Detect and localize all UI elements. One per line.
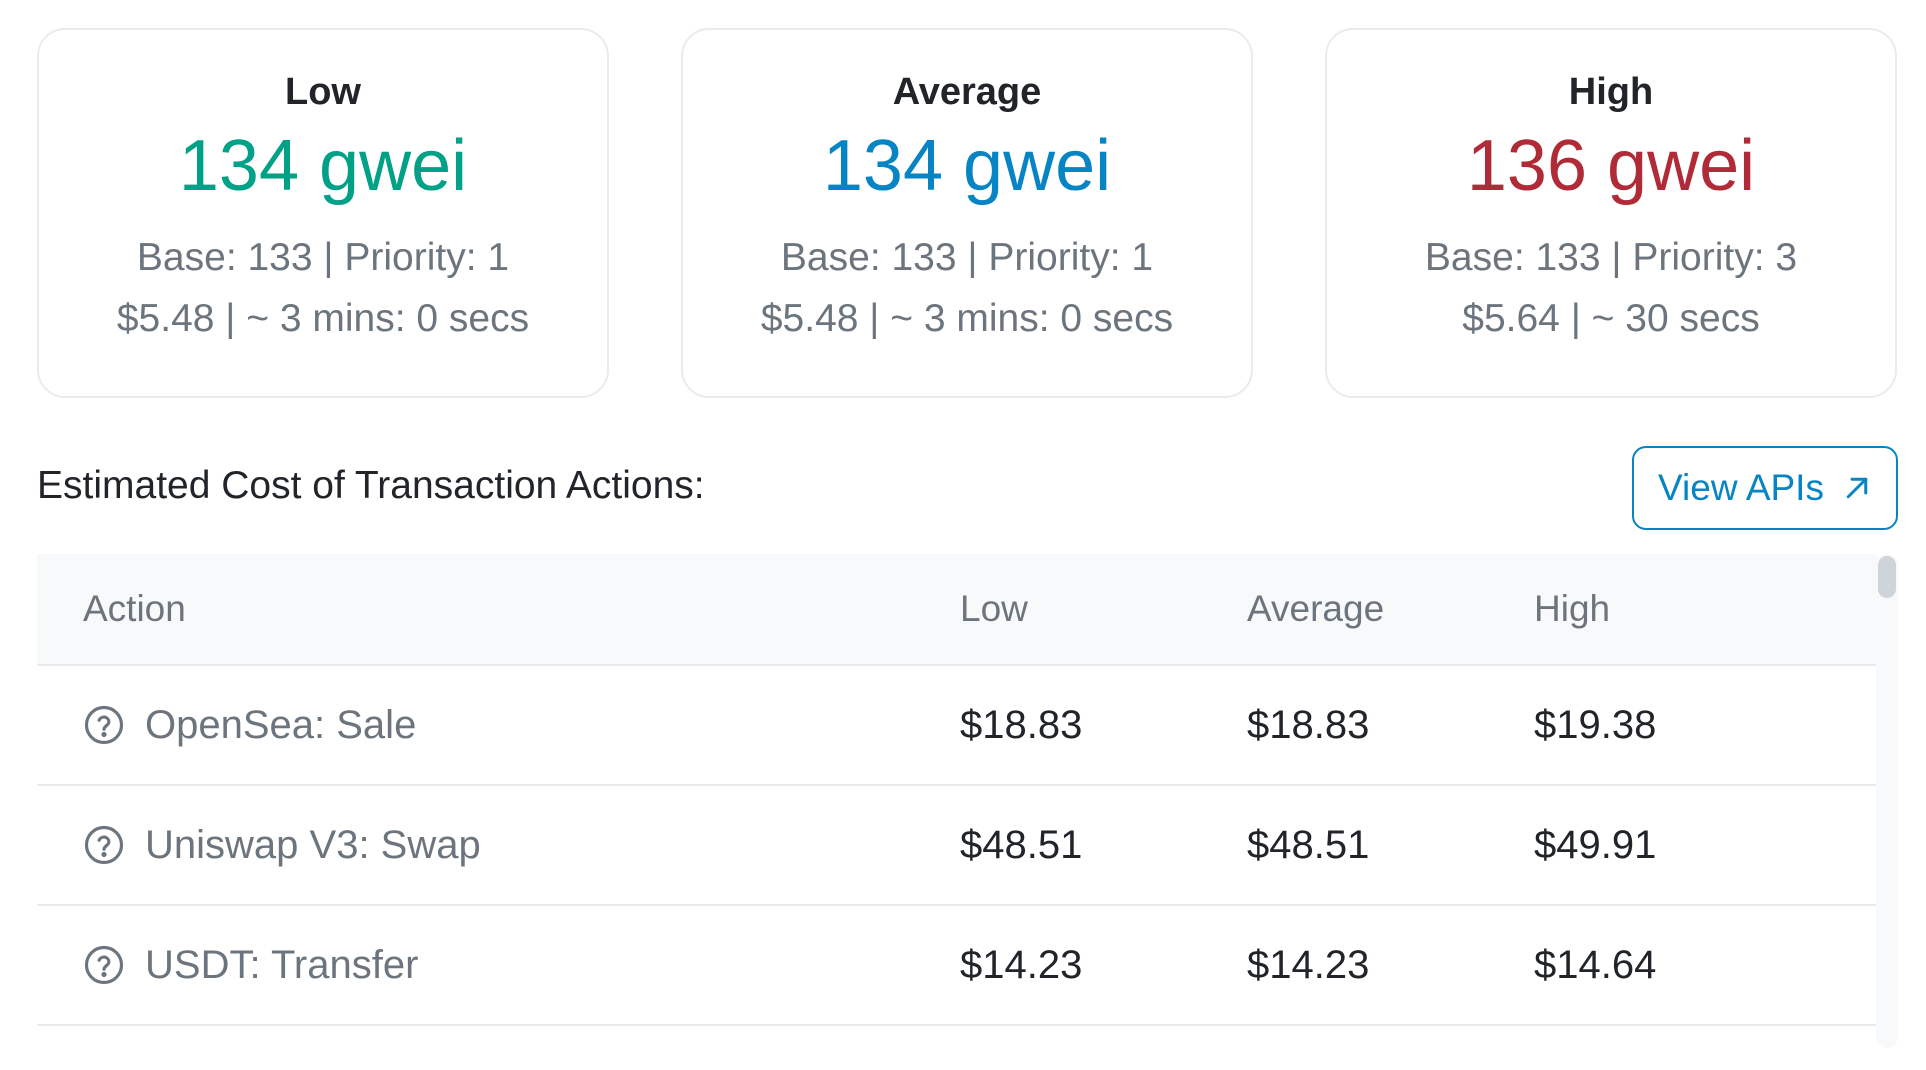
question-circle-icon[interactable] bbox=[83, 704, 125, 746]
header-average: Average bbox=[1247, 588, 1385, 629]
cost-high: $49.91 bbox=[1534, 822, 1657, 867]
view-apis-button[interactable]: View APIs bbox=[1632, 446, 1898, 530]
header-high: High bbox=[1534, 588, 1611, 629]
gas-price-cards: Low 134 gwei Base: 133 | Priority: 1 $5.… bbox=[37, 28, 1897, 398]
actions-table: Action Low Average High OpenSea: Sale $1… bbox=[37, 554, 1877, 1054]
view-apis-label: View APIs bbox=[1658, 467, 1824, 508]
gas-card-base-priority: Base: 133 | Priority: 1 bbox=[136, 235, 510, 279]
arrow-up-right-icon bbox=[1846, 477, 1868, 499]
gas-card-cost-time: $5.48 | ~ 3 mins: 0 secs bbox=[116, 297, 530, 341]
cost-low: $14.23 bbox=[960, 942, 1083, 987]
gas-card-title: Average bbox=[892, 71, 1042, 113]
gas-card-average: Average 134 gwei Base: 133 | Priority: 1… bbox=[681, 28, 1253, 398]
gas-card-title: Low bbox=[285, 71, 361, 113]
cost-low: $18.83 bbox=[960, 702, 1083, 747]
gas-card-cost-time: $5.64 | ~ 30 secs bbox=[1462, 297, 1760, 341]
cost-average: $18.83 bbox=[1247, 702, 1370, 747]
question-circle-icon[interactable] bbox=[83, 824, 125, 866]
cost-average: $48.51 bbox=[1247, 822, 1370, 867]
table-row: Uniswap V3: Swap $48.51 $48.51 $49.91 bbox=[37, 786, 1877, 906]
gas-card-title: High bbox=[1568, 71, 1654, 113]
gas-card-low: Low 134 gwei Base: 133 | Priority: 1 $5.… bbox=[37, 28, 609, 398]
action-name: OpenSea: Sale bbox=[145, 702, 417, 747]
scrollbar-thumb[interactable] bbox=[1878, 556, 1896, 598]
gas-card-high: High 136 gwei Base: 133 | Priority: 3 $5… bbox=[1325, 28, 1897, 398]
gas-card-gwei: 136 gwei bbox=[1466, 126, 1756, 207]
gas-card-cost-time: $5.48 | ~ 3 mins: 0 secs bbox=[760, 297, 1174, 341]
cost-high: $14.64 bbox=[1534, 942, 1657, 987]
cost-high: $19.38 bbox=[1534, 702, 1657, 747]
header-low: Low bbox=[960, 588, 1028, 629]
cost-average: $14.23 bbox=[1247, 942, 1370, 987]
header-action: Action bbox=[83, 588, 186, 629]
question-circle-icon[interactable] bbox=[83, 944, 125, 986]
gas-card-gwei: 134 gwei bbox=[822, 126, 1112, 207]
cost-low: $48.51 bbox=[960, 822, 1083, 867]
table-row: USDT: Transfer $14.23 $14.23 $14.64 bbox=[37, 906, 1877, 1026]
action-name: USDT: Transfer bbox=[145, 942, 419, 987]
gas-card-gwei: 134 gwei bbox=[178, 126, 468, 207]
table-scrollbar[interactable] bbox=[1876, 554, 1898, 1048]
action-name: Uniswap V3: Swap bbox=[145, 822, 481, 867]
table-header: Action Low Average High bbox=[37, 554, 1877, 666]
gas-card-base-priority: Base: 133 | Priority: 1 bbox=[780, 235, 1154, 279]
section-title: Estimated Cost of Transaction Actions: bbox=[37, 464, 705, 507]
gas-card-base-priority: Base: 133 | Priority: 3 bbox=[1424, 235, 1798, 279]
table-row: OpenSea: Sale $18.83 $18.83 $19.38 bbox=[37, 666, 1877, 786]
